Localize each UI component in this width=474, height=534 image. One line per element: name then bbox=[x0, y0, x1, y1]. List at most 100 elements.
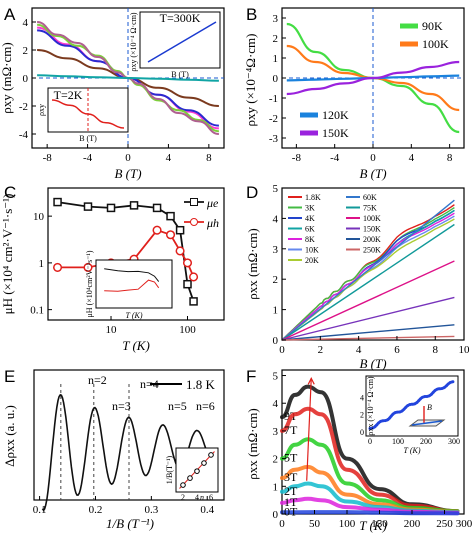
c-point-muh bbox=[182, 258, 193, 268]
f-series-line bbox=[280, 510, 460, 516]
c-ytick-label: 0.1 bbox=[30, 305, 44, 317]
e-inset-xtick: 4 bbox=[195, 493, 199, 502]
c-inset-frame bbox=[95, 259, 173, 309]
d-ytick-label: 1 bbox=[273, 305, 279, 317]
c-legend-marker bbox=[190, 218, 198, 226]
e-inset-xtick: 6 bbox=[209, 493, 213, 502]
f-ytick-label: 5 bbox=[273, 371, 279, 383]
c-point-mue bbox=[129, 201, 139, 210]
d-legend-label: 150K bbox=[363, 225, 381, 234]
d-plot-frame bbox=[281, 187, 465, 341]
panel-C: Cμe μh 10 100 10 1 0.1 T (K) μH (×10⁴ cm²·V⁻¹·s⁻… bbox=[0, 183, 225, 353]
d-legend-label: 100K bbox=[363, 214, 381, 223]
f-inset-ytick: 2 bbox=[360, 411, 364, 420]
f-xaxis-label: T (K) bbox=[359, 518, 387, 533]
f-inset-xlabel: T (K) bbox=[404, 446, 421, 455]
c-legend-label: μh bbox=[206, 216, 219, 230]
c-ytick-label: 1 bbox=[39, 258, 45, 270]
c-point-muh bbox=[175, 246, 185, 256]
d-legend-label: 1.8K bbox=[305, 193, 321, 202]
f-peak-arrow bbox=[306, 378, 312, 481]
f-inset-xtick: 200 bbox=[420, 437, 432, 446]
d-legend-label: 3K bbox=[305, 204, 315, 213]
b-series-line bbox=[286, 60, 460, 96]
f-series-label: 7T bbox=[284, 423, 298, 437]
d-ytick-label: 3 bbox=[273, 244, 279, 256]
c-xtick-label: 100 bbox=[179, 324, 196, 336]
f-xtick-label: 50 bbox=[309, 518, 321, 530]
a-ytick-label: 4 bbox=[23, 17, 29, 29]
a-inset2-xlabel: B (T) bbox=[79, 134, 97, 143]
c-inset-ylabel: μH (×10⁴cm²V⁻¹s⁻¹) bbox=[85, 250, 94, 317]
b-legend-label: 100K bbox=[422, 37, 449, 51]
d-xtick-label: 2 bbox=[318, 344, 324, 356]
f-inset-xtick: 0 bbox=[368, 437, 372, 446]
d-series-line bbox=[281, 335, 455, 341]
panel-B: B 90K 100K 120K 150K -8 -4 0 4 8 3 2 1 0 -1 -2 -3 B (T) ρx… bbox=[243, 5, 465, 181]
b-xtick-label: -8 bbox=[292, 152, 302, 164]
e-yaxis-label: Δρxx (a. u.) bbox=[2, 405, 17, 467]
c-xtick-label: 10 bbox=[106, 324, 118, 336]
f-ytick-label: 1 bbox=[273, 481, 279, 493]
b-ytick-label: -3 bbox=[269, 133, 279, 145]
f-yaxis-label: ρxx (mΩ·cm) bbox=[245, 408, 260, 479]
f-inset-frame bbox=[365, 375, 459, 437]
e-inset-xlabel: n bbox=[200, 493, 204, 502]
e-inset-xtick: 2 bbox=[181, 493, 185, 502]
c-point-mue bbox=[106, 203, 116, 213]
f-series-label: 0T bbox=[284, 504, 298, 518]
f-series-label: 3T bbox=[284, 470, 298, 484]
b-legend-label: 90K bbox=[422, 19, 443, 33]
c-inset-line bbox=[104, 268, 160, 282]
e-inset-ylabel: 1/B(T⁻¹) bbox=[165, 455, 174, 484]
e-xtick-label: 0.1 bbox=[33, 504, 47, 516]
f-inset-xtick: 300 bbox=[448, 437, 460, 446]
f-inset-ylabel: ρxx (×10⁻⁴ Ω·cm) bbox=[366, 376, 375, 436]
a-xtick-label: 8 bbox=[206, 152, 212, 164]
d-series-line bbox=[281, 260, 455, 341]
e-inset-point bbox=[208, 452, 214, 458]
d-legend-label: 250K bbox=[363, 246, 381, 255]
d-series-line bbox=[281, 199, 455, 341]
a-xaxis-label: B (T) bbox=[114, 166, 141, 181]
d-xaxis-label: B (T) bbox=[359, 356, 386, 371]
b-ytick-label: -2 bbox=[269, 113, 278, 125]
d-series-line bbox=[281, 324, 455, 341]
f-inset-ytick: 4 bbox=[360, 393, 364, 402]
e-xtick-label: 0.4 bbox=[200, 504, 214, 516]
a-yaxis-label: ρxy (mΩ·cm) bbox=[0, 42, 14, 113]
e-peak-label: n=3 bbox=[112, 399, 131, 413]
a-inset2-ylabel: ρxy bbox=[37, 104, 46, 116]
d-xtick-label: 0 bbox=[279, 344, 285, 356]
d-yaxis-label: ρxx (mΩ·cm) bbox=[245, 228, 260, 299]
c-plot-frame bbox=[47, 187, 225, 321]
e-scale-label: 1.8 K bbox=[186, 377, 216, 392]
c-inset-line bbox=[104, 279, 160, 292]
b-xtick-label: 8 bbox=[447, 152, 453, 164]
e-inset-point bbox=[187, 475, 193, 481]
d-xtick-label: 10 bbox=[459, 344, 471, 356]
c-point-mue bbox=[183, 279, 192, 289]
c-point-mue bbox=[175, 225, 185, 235]
c-point-muh bbox=[83, 262, 93, 272]
a-xtick-label: -8 bbox=[43, 152, 53, 164]
a-inset1-title: T=300K bbox=[160, 11, 201, 25]
c-point-muh bbox=[152, 225, 162, 235]
c-point-mue bbox=[166, 211, 175, 221]
panel-label-c: C bbox=[4, 183, 16, 202]
b-xtick-label: -4 bbox=[330, 152, 340, 164]
c-inset-xlabel: T (K) bbox=[126, 311, 143, 320]
c-yaxis-label: μH (×10⁴ cm²·V⁻¹·s⁻¹) bbox=[0, 194, 15, 315]
f-peak-arrowhead bbox=[307, 376, 315, 385]
e-peak-label: n=4 bbox=[140, 377, 159, 391]
panel-label-f: F bbox=[246, 367, 256, 386]
f-inset-ytick: 0 bbox=[360, 428, 364, 437]
panel-A: A -8 -4 0 4 8 4 2 0 -2 -4 B (T) ρxy (mΩ·cm) T=300K B (… bbox=[0, 5, 225, 181]
f-inset-line bbox=[368, 380, 456, 430]
b-yaxis-label: ρxy (×10⁻⁴Ω·cm) bbox=[243, 34, 258, 127]
c-point-muh bbox=[53, 262, 63, 272]
a-xtick-label: 0 bbox=[125, 152, 131, 164]
e-inset-point bbox=[194, 468, 200, 474]
d-legend-label: 10K bbox=[305, 246, 319, 255]
